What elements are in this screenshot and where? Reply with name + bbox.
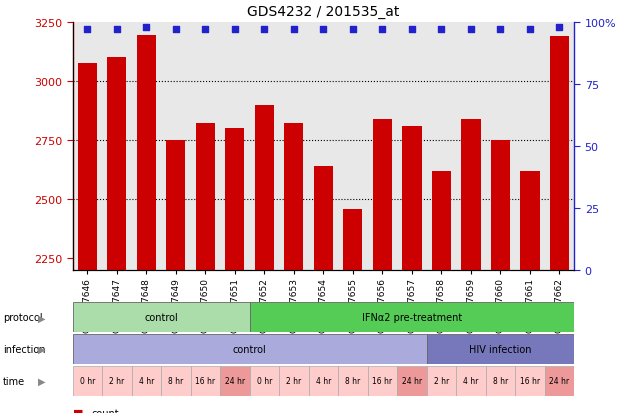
- Text: count: count: [91, 408, 119, 413]
- Text: 4 hr: 4 hr: [316, 376, 331, 385]
- Bar: [166, 141, 186, 413]
- Point: [112, 27, 122, 33]
- Text: control: control: [233, 344, 266, 354]
- Text: 24 hr: 24 hr: [402, 376, 422, 385]
- Bar: [279, 366, 309, 396]
- Bar: [486, 366, 515, 396]
- Bar: [191, 366, 220, 396]
- Point: [555, 24, 565, 31]
- Bar: [427, 366, 456, 396]
- Text: 24 hr: 24 hr: [225, 376, 245, 385]
- Bar: [491, 141, 510, 413]
- Point: [230, 27, 240, 33]
- Text: ▶: ▶: [38, 313, 45, 323]
- Bar: [225, 129, 244, 413]
- Bar: [545, 366, 574, 396]
- Text: infection: infection: [3, 344, 45, 354]
- Bar: [456, 366, 486, 396]
- Point: [466, 27, 476, 33]
- Point: [141, 24, 151, 31]
- Bar: [397, 366, 427, 396]
- Text: 16 hr: 16 hr: [520, 376, 540, 385]
- Point: [289, 27, 299, 33]
- Text: 16 hr: 16 hr: [372, 376, 392, 385]
- Text: 16 hr: 16 hr: [195, 376, 215, 385]
- Point: [437, 27, 447, 33]
- Bar: [73, 366, 102, 396]
- Bar: [102, 366, 132, 396]
- Point: [348, 27, 358, 33]
- Bar: [73, 303, 250, 332]
- Bar: [373, 119, 392, 413]
- Bar: [137, 36, 156, 413]
- Text: ▶: ▶: [38, 376, 45, 386]
- Point: [525, 27, 535, 33]
- Bar: [309, 366, 338, 396]
- Text: 8 hr: 8 hr: [168, 376, 184, 385]
- Bar: [432, 171, 451, 413]
- Text: ■: ■: [73, 408, 83, 413]
- Bar: [132, 366, 161, 396]
- Text: ▶: ▶: [38, 344, 45, 354]
- Bar: [338, 366, 368, 396]
- Bar: [403, 126, 422, 413]
- Bar: [368, 366, 397, 396]
- Bar: [255, 105, 274, 413]
- Bar: [250, 366, 279, 396]
- Bar: [550, 37, 569, 413]
- Text: HIV infection: HIV infection: [469, 344, 532, 354]
- Title: GDS4232 / 201535_at: GDS4232 / 201535_at: [247, 5, 399, 19]
- Bar: [107, 58, 126, 413]
- Bar: [343, 209, 362, 413]
- Text: protocol: protocol: [3, 313, 43, 323]
- Point: [171, 27, 181, 33]
- Text: 2 hr: 2 hr: [286, 376, 302, 385]
- Point: [82, 27, 92, 33]
- Bar: [521, 171, 540, 413]
- Text: time: time: [3, 376, 25, 386]
- Text: 0 hr: 0 hr: [257, 376, 272, 385]
- Bar: [515, 366, 545, 396]
- Text: 2 hr: 2 hr: [433, 376, 449, 385]
- Point: [407, 27, 417, 33]
- Text: 0 hr: 0 hr: [80, 376, 95, 385]
- Bar: [250, 303, 574, 332]
- Point: [377, 27, 387, 33]
- Bar: [461, 119, 481, 413]
- Text: IFNα2 pre-treatment: IFNα2 pre-treatment: [362, 312, 462, 322]
- Bar: [78, 64, 97, 413]
- Text: 8 hr: 8 hr: [493, 376, 508, 385]
- Bar: [427, 335, 574, 364]
- Point: [319, 27, 329, 33]
- Point: [495, 27, 505, 33]
- Text: 4 hr: 4 hr: [139, 376, 154, 385]
- Point: [259, 27, 269, 33]
- Bar: [196, 124, 215, 413]
- Bar: [161, 366, 191, 396]
- Bar: [73, 335, 427, 364]
- Bar: [220, 366, 250, 396]
- Bar: [314, 167, 333, 413]
- Text: 2 hr: 2 hr: [109, 376, 124, 385]
- Text: control: control: [144, 312, 178, 322]
- Text: 4 hr: 4 hr: [463, 376, 479, 385]
- Text: 24 hr: 24 hr: [550, 376, 570, 385]
- Point: [200, 27, 210, 33]
- Bar: [285, 124, 304, 413]
- Text: 8 hr: 8 hr: [345, 376, 360, 385]
